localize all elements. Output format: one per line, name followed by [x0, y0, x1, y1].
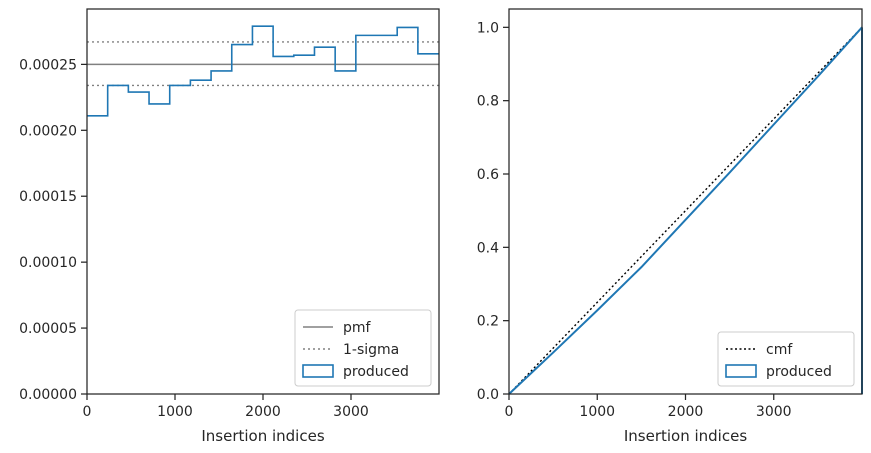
cmf-line [508, 26, 863, 395]
histogram-bin [252, 26, 273, 394]
cumulative-x-axis-label: Insertion indices [624, 427, 747, 445]
cumulative-legend: cmf produced [717, 331, 855, 387]
legend-handle-produced [302, 364, 334, 378]
histogram-bin [211, 71, 232, 394]
x-tick-label: 2000 [245, 404, 281, 420]
x-tick-label: 3000 [333, 404, 369, 420]
histogram-bin [87, 116, 108, 394]
cumulative-panel: 0 1000 2000 3000 0.0 0.2 0.4 0.6 0.8 1.0 Insertio… [477, 8, 863, 445]
legend-box [294, 309, 432, 387]
y-tick-label: 0.0 [477, 387, 499, 403]
x-tick-label: 1000 [157, 404, 193, 420]
cumulative-ticks: 0 1000 2000 3000 0.0 0.2 0.4 0.6 0.8 1.0 [477, 20, 792, 420]
x-tick-label: 1000 [579, 404, 615, 420]
x-tick-label: 3000 [756, 404, 792, 420]
y-tick-label: 0.00020 [19, 123, 77, 139]
legend-label: produced [343, 364, 409, 380]
histogram-bin [170, 85, 191, 394]
histogram-bin [108, 85, 129, 394]
y-tick-label: 1.0 [477, 20, 499, 36]
legend-label: cmf [766, 342, 793, 358]
produced-line [508, 26, 863, 395]
legend-label: produced [766, 364, 832, 380]
legend-label: 1-sigma [343, 342, 399, 358]
histogram-bin [128, 92, 149, 394]
y-tick-label: 0.4 [477, 240, 499, 256]
y-tick-label: 0.00000 [19, 387, 77, 403]
y-tick-label: 0.6 [477, 167, 499, 183]
produced-histogram-step [87, 25, 439, 117]
x-tick-label: 2000 [668, 404, 704, 420]
legend-label: pmf [343, 320, 372, 336]
histogram-bin [232, 45, 253, 394]
y-tick-label: 0.00015 [19, 189, 77, 205]
histogram-legend: pmf 1-sigma produced [294, 309, 432, 387]
histogram-bin [149, 104, 170, 394]
histogram-panel: 0 1000 2000 3000 0.00000 0.00005 0.00010 0.0001… [19, 8, 440, 445]
legend-handle-produced [725, 364, 757, 378]
histogram-plot-area [87, 25, 439, 394]
histogram-ticks: 0 1000 2000 3000 0.00000 0.00005 0.00010 0.0001… [19, 57, 369, 420]
y-tick-label: 0.8 [477, 94, 499, 110]
legend-box [717, 331, 855, 387]
x-tick-label: 0 [505, 404, 514, 420]
y-tick-label: 0.2 [477, 314, 499, 330]
y-tick-label: 0.00010 [19, 255, 77, 271]
histogram-x-axis-label: Insertion indices [201, 427, 324, 445]
histogram-bin [190, 80, 211, 394]
y-tick-label: 0.00025 [19, 57, 77, 73]
x-tick-label: 0 [83, 404, 92, 420]
y-tick-label: 0.00005 [19, 321, 77, 337]
histogram-bin [273, 56, 294, 394]
